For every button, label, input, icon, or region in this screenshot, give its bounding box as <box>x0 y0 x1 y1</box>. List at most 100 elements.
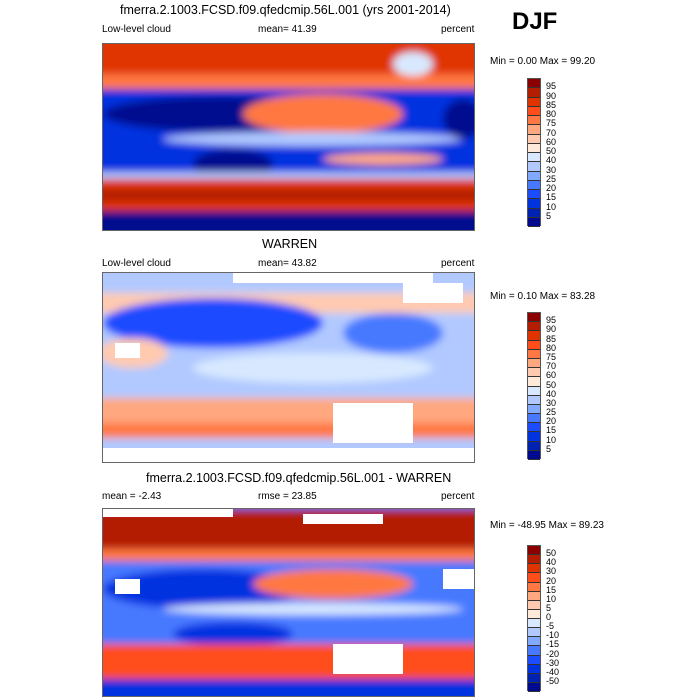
colorbar-swatch <box>528 664 540 674</box>
colorbar-swatch <box>528 414 540 424</box>
colorbar-label: 40 <box>546 155 557 166</box>
colorbar-swatch <box>528 555 540 565</box>
panel3-field <box>103 509 474 696</box>
panel1-field <box>103 44 474 230</box>
colorbar-label: 10 <box>546 434 557 445</box>
panel2-colorbar <box>527 312 541 460</box>
colorbar-label: -20 <box>546 648 560 659</box>
panel3-colorbar <box>527 545 541 692</box>
panel2-field <box>103 273 474 462</box>
colorbar-label: 85 <box>546 99 557 110</box>
colorbar-label: -10 <box>546 630 560 641</box>
panel2-title: WARREN <box>262 237 318 251</box>
colorbar-label: 95 <box>546 315 557 326</box>
colorbar-label: 60 <box>546 370 557 381</box>
colorbar-label: 70 <box>546 361 557 372</box>
colorbar-swatch <box>528 423 540 433</box>
colorbar-swatch <box>528 153 540 163</box>
panel1-colorbar <box>527 78 541 227</box>
colorbar-label: 70 <box>546 127 557 138</box>
colorbar-swatch <box>528 582 540 592</box>
colorbar-label: 30 <box>546 566 557 577</box>
colorbar-swatch <box>528 591 540 601</box>
panel3-rmse: rmse = 23.85 <box>258 491 317 502</box>
colorbar-swatch <box>528 97 540 107</box>
colorbar-label: -50 <box>546 675 560 686</box>
colorbar-swatch <box>528 386 540 396</box>
panel3-minmax: Min = -48.95 Max = 89.23 <box>490 520 604 531</box>
colorbar-swatch <box>528 143 540 153</box>
colorbar-swatch <box>528 450 540 460</box>
colorbar-swatch <box>528 180 540 190</box>
colorbar-swatch <box>528 600 540 610</box>
colorbar-swatch <box>528 573 540 583</box>
colorbar-label: 30 <box>546 164 557 175</box>
colorbar-swatch <box>528 134 540 144</box>
colorbar-swatch <box>528 116 540 126</box>
colorbar-swatch <box>528 368 540 378</box>
colorbar-swatch <box>528 395 540 405</box>
colorbar-label: 75 <box>546 118 557 129</box>
panel1-minmax: Min = 0.00 Max = 99.20 <box>490 56 596 67</box>
colorbar-swatch <box>528 682 540 692</box>
colorbar-label: 90 <box>546 90 557 101</box>
colorbar-swatch <box>528 432 540 442</box>
colorbar-label: 5 <box>546 602 552 613</box>
panel1-title: fmerra.2.1003.FCSD.f09.qfedcmip.56L.001 … <box>120 3 451 17</box>
colorbar-swatch <box>528 162 540 172</box>
panel1-variable: Low-level cloud <box>102 24 171 35</box>
colorbar-swatch <box>528 564 540 574</box>
colorbar-label: 5 <box>546 443 552 454</box>
colorbar-swatch <box>528 619 540 629</box>
colorbar-swatch <box>528 125 540 135</box>
colorbar-swatch <box>528 646 540 656</box>
colorbar-swatch <box>528 628 540 638</box>
colorbar-label: -40 <box>546 666 560 677</box>
colorbar-label: 50 <box>546 548 557 559</box>
colorbar-swatch <box>528 313 540 323</box>
colorbar-label: 80 <box>546 342 557 353</box>
colorbar-label: -30 <box>546 657 560 668</box>
colorbar-swatch <box>528 208 540 218</box>
colorbar-label: 10 <box>546 201 557 212</box>
season-label: DJF <box>512 8 558 35</box>
colorbar-label: 90 <box>546 324 557 335</box>
colorbar-label: 20 <box>546 575 557 586</box>
colorbar-label: 25 <box>546 407 557 418</box>
colorbar-label: 50 <box>546 379 557 390</box>
colorbar-swatch <box>528 377 540 387</box>
panel2-variable: Low-level cloud <box>102 258 171 269</box>
colorbar-label: 15 <box>546 425 557 436</box>
colorbar-label: 20 <box>546 416 557 427</box>
panel1-map <box>102 43 475 231</box>
panel3-map <box>102 508 475 697</box>
colorbar-swatch <box>528 358 540 369</box>
colorbar-label: 40 <box>546 557 557 568</box>
colorbar-label: 60 <box>546 136 557 147</box>
colorbar-swatch <box>528 340 540 350</box>
colorbar-swatch <box>528 190 540 200</box>
colorbar-swatch <box>528 441 540 451</box>
colorbar-label: 50 <box>546 146 557 156</box>
colorbar-swatch <box>528 331 540 341</box>
panel3-title: fmerra.2.1003.FCSD.f09.qfedcmip.56L.001 … <box>146 471 452 485</box>
colorbar-label: 95 <box>546 81 557 92</box>
panel2-mean: mean= 43.82 <box>258 258 317 269</box>
colorbar-swatch <box>528 79 540 89</box>
colorbar-swatch <box>528 673 540 683</box>
colorbar-swatch <box>528 106 540 116</box>
panel1-units: percent <box>441 24 475 35</box>
colorbar-label: 85 <box>546 333 557 344</box>
colorbar-swatch <box>528 546 540 556</box>
panel3-units: percent <box>441 491 475 502</box>
colorbar-label: 15 <box>546 192 557 203</box>
colorbar-label: 20 <box>546 183 557 193</box>
colorbar-label: 30 <box>546 397 557 408</box>
colorbar-swatch <box>528 609 540 619</box>
colorbar-label: 0 <box>546 612 552 622</box>
colorbar-swatch <box>528 88 540 98</box>
colorbar-label: 25 <box>546 173 557 184</box>
colorbar-label: -15 <box>546 639 560 650</box>
colorbar-swatch <box>528 655 540 665</box>
